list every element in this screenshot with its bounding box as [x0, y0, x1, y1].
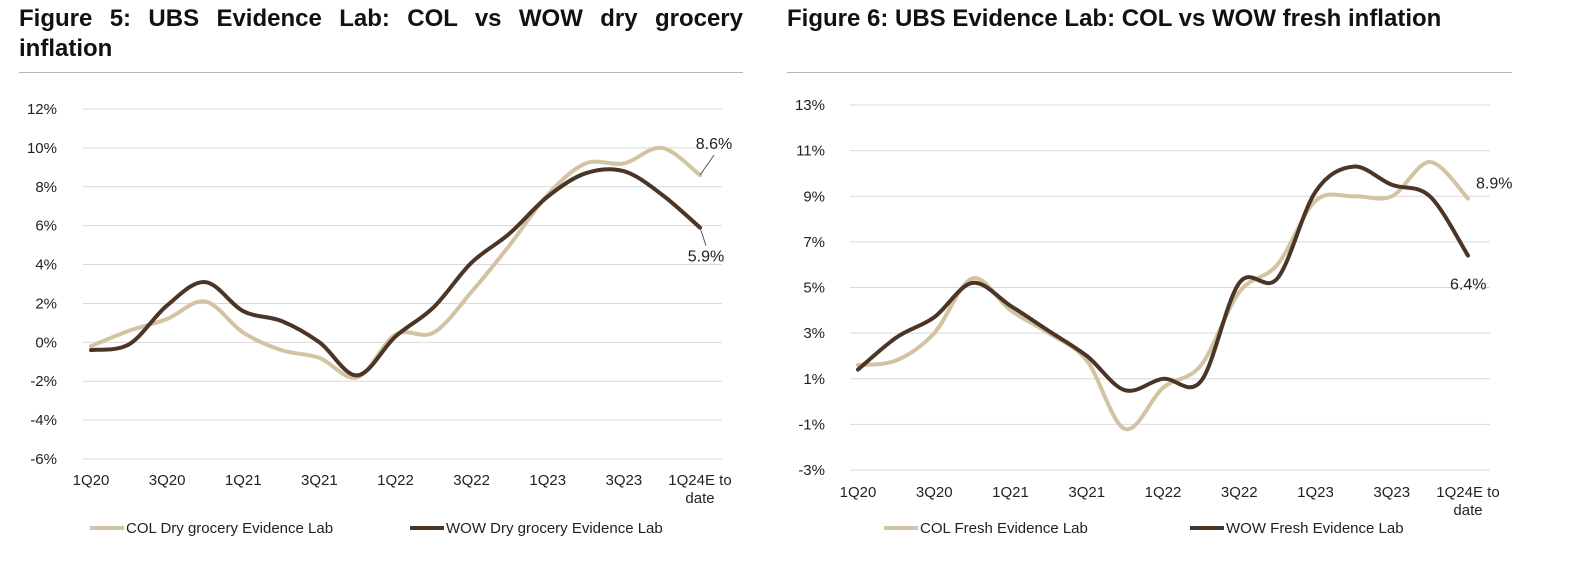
x-tick-label: 3Q20	[149, 472, 186, 489]
y-tick-label: 9%	[803, 188, 825, 205]
y-tick-label: 2%	[35, 295, 57, 312]
x-tick-label: 1Q20	[73, 472, 110, 489]
y-tick-label: 12%	[27, 101, 57, 118]
x-tick-label: 3Q21	[301, 472, 338, 489]
figure-5-title-rule	[19, 72, 743, 73]
x-tick-label: 1Q23	[1297, 484, 1334, 501]
y-tick-label: 0%	[35, 334, 57, 351]
y-tick-label: 1%	[803, 371, 825, 388]
x-tick-label: 1Q24E to date	[668, 472, 731, 507]
x-tick-label: 1Q21	[992, 484, 1029, 501]
annotation-leader	[699, 154, 715, 176]
x-tick-label: 1Q22	[377, 472, 414, 489]
x-tick-label: 1Q20	[840, 484, 877, 501]
y-tick-label: 10%	[27, 140, 57, 157]
y-tick-label: -1%	[798, 416, 825, 433]
x-tick-label: 3Q22	[453, 472, 490, 489]
annotation-leader	[699, 227, 707, 246]
y-tick-label: 6%	[35, 218, 57, 235]
figure-5-panel: Figure 5: UBS Evidence Lab: COL vs WOW d…	[0, 0, 780, 575]
x-tick-label: 1Q22	[1145, 484, 1182, 501]
series-line-wow	[89, 167, 702, 378]
y-tick-label: -2%	[30, 373, 57, 390]
y-tick-label: 13%	[795, 97, 825, 114]
legend-label-wow: WOW Dry grocery Evidence Lab	[446, 520, 663, 537]
figure-5-title: Figure 5: UBS Evidence Lab: COL vs WOW d…	[19, 5, 743, 62]
figure-6-title: Figure 6: UBS Evidence Lab: COL vs WOW f…	[787, 5, 1442, 32]
end-value-label: 5.9%	[688, 249, 724, 266]
x-tick-label: 3Q23	[606, 472, 643, 489]
legend-label-col: COL Fresh Evidence Lab	[920, 520, 1088, 537]
series-line-col	[89, 145, 702, 380]
legend-label-col: COL Dry grocery Evidence Lab	[126, 520, 333, 537]
y-tick-label: 8%	[35, 179, 57, 196]
y-tick-label: 3%	[803, 325, 825, 342]
x-tick-label: 1Q21	[225, 472, 262, 489]
y-tick-label: -6%	[30, 451, 57, 468]
x-tick-label: 3Q22	[1221, 484, 1258, 501]
y-tick-label: 5%	[803, 280, 825, 297]
x-tick-label: 3Q23	[1373, 484, 1410, 501]
end-value-label: 8.9%	[1476, 176, 1512, 193]
x-tick-label: 3Q21	[1068, 484, 1105, 501]
legend-label-wow: WOW Fresh Evidence Lab	[1226, 520, 1404, 537]
figure-6-panel: Figure 6: UBS Evidence Lab: COL vs WOW f…	[780, 0, 1592, 575]
x-tick-label: 1Q23	[529, 472, 566, 489]
end-value-label: 6.4%	[1450, 277, 1486, 294]
x-tick-label: 3Q20	[916, 484, 953, 501]
figure-6-title-rule	[787, 72, 1512, 73]
y-tick-label: -4%	[30, 412, 57, 429]
y-tick-label: -3%	[798, 462, 825, 479]
series-line-wow	[856, 164, 1470, 393]
figure-6-chart: -3% -1% 1% 3% 5% 7% 9% 11% 13% 1Q20 3Q20 1Q21 3Q21 1Q…	[795, 97, 1513, 537]
y-tick-label: 11%	[796, 143, 825, 160]
end-value-label: 8.6%	[696, 136, 732, 153]
y-tick-label: 7%	[803, 234, 825, 251]
y-tick-label: 4%	[35, 257, 57, 274]
x-tick-label: 1Q24E to date	[1436, 484, 1499, 519]
figure-5-chart: -6% -4% -2% 0% 2% 4% 6% 8% 10% 12% 1Q20 3Q20 1Q21 3Q2…	[27, 101, 732, 537]
series-line-col	[856, 159, 1470, 432]
